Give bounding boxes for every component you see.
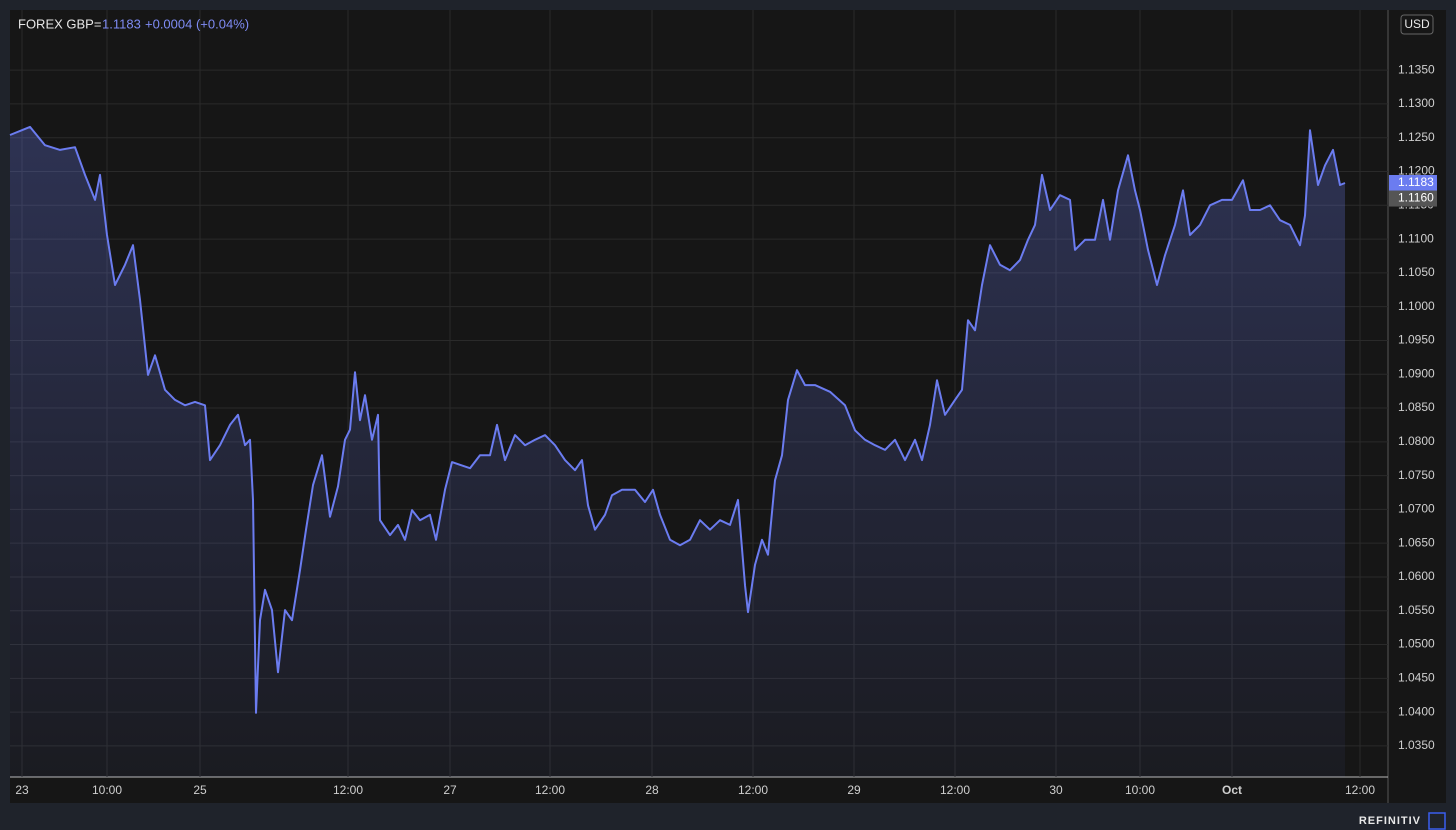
price-line	[9, 125, 1346, 714]
y-tick-label: 1.0800	[1398, 434, 1435, 448]
y-tick-label: 1.0500	[1398, 637, 1435, 651]
area	[10, 126, 1345, 777]
price-tag	[1389, 190, 1437, 207]
y-tick-label: 1.0700	[1398, 502, 1435, 516]
x-tick-label: 27	[443, 783, 457, 797]
y-tick-label: 1.0900	[1398, 366, 1435, 380]
x-tick-label: 10:00	[1125, 783, 1155, 797]
x-tick-label: 10:00	[92, 783, 122, 797]
price-change: +0.0004 (+0.04%)	[145, 16, 249, 31]
instrument: FOREX GBP=	[18, 16, 101, 31]
x-tick-label: 23	[15, 783, 29, 797]
y-tick-label: 1.0450	[1398, 671, 1435, 685]
x-tick-label: 25	[193, 783, 207, 797]
x-tick-label: 28	[645, 783, 659, 797]
y-tick-label: 1.0350	[1398, 738, 1435, 752]
currency-box[interactable]	[1400, 14, 1434, 35]
y-tick-label: 1.0400	[1398, 704, 1435, 718]
price-tag-label: 1.1183	[1398, 175, 1434, 189]
price-tag	[1389, 174, 1437, 191]
brand: REFINITIV	[1359, 815, 1421, 827]
y-tick-label: 1.0550	[1398, 603, 1435, 617]
x-tick-label: 12:00	[333, 783, 363, 797]
y-tick-label: 1.1350	[1398, 62, 1435, 76]
x-tick-label: 30	[1049, 783, 1063, 797]
last-price: 1.1183	[102, 16, 141, 31]
y-tick-label: 1.1000	[1398, 299, 1435, 313]
y-tick-label: 1.0950	[1398, 333, 1435, 347]
y-tick-label: 1.0750	[1398, 468, 1435, 482]
y-tick-label: 1.0850	[1398, 400, 1435, 414]
y-tick-label: 1.1250	[1398, 130, 1435, 144]
x-tick-label: 12:00	[1345, 783, 1375, 797]
y-tick-label: 1.0600	[1398, 569, 1435, 583]
x-tick-label: 12:00	[535, 783, 565, 797]
x-tick-label: 12:00	[940, 783, 970, 797]
y-tick-label: 1.1200	[1398, 164, 1435, 178]
y-tick-label: 1.0650	[1398, 535, 1435, 549]
currency[interactable]: USD	[1404, 17, 1430, 31]
x-tick-label: 12:00	[738, 783, 768, 797]
x-tick-label: Oct	[1222, 783, 1242, 797]
y-tick-label: 1.1100	[1398, 231, 1434, 245]
y-tick-label: 1.1050	[1398, 265, 1435, 279]
x-tick-label: 29	[847, 783, 861, 797]
y-tick-label: 1.1300	[1398, 96, 1435, 110]
brand-logo	[1428, 812, 1446, 830]
price-tag-label: 1.1160	[1398, 191, 1434, 205]
